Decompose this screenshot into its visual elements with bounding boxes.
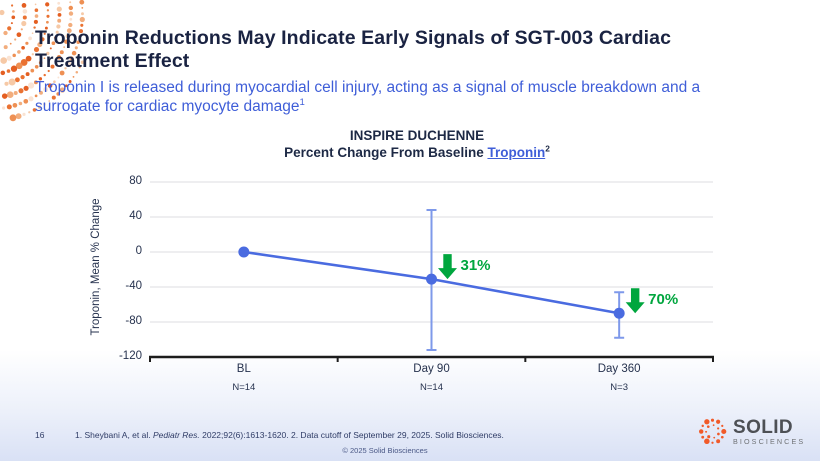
- chart-title-prefix: Percent Change From Baseline: [284, 145, 488, 160]
- copyright: © 2025 Solid Biosciences: [342, 446, 428, 455]
- page-title-line2: Treatment Effect: [35, 49, 190, 72]
- page-title: Troponin Reductions May Indicate Early S…: [35, 27, 735, 72]
- x-category-label: Day 360: [597, 363, 641, 375]
- chart-title-footnote-marker: 2: [545, 143, 550, 154]
- n-count-label: N=14: [420, 382, 443, 393]
- logo-name: SOLID: [733, 416, 794, 438]
- x-category-label: Day 90: [413, 363, 450, 375]
- citation-part2: 2022;92(6):1613-1620. 2. Data cutoff of …: [199, 430, 504, 440]
- chart-title-line2: Percent Change From Baseline Troponin2: [134, 144, 700, 161]
- data-point: [238, 246, 250, 258]
- chart-title-line1: INSPIRE DUCHENNE: [349, 128, 485, 143]
- y-tick-label: -40: [125, 280, 142, 292]
- bottom-gradient-decoration: [0, 350, 820, 461]
- n-count-label: N=3: [610, 382, 628, 393]
- y-tick-label: 0: [135, 245, 142, 257]
- annotation-percent-label: 70%: [648, 291, 679, 309]
- header: Troponin Reductions May Indicate Early S…: [35, 27, 735, 116]
- decrease-arrow-icon: [438, 254, 457, 280]
- annotation-percent-label: 31%: [460, 257, 491, 275]
- page-title-line1: Troponin Reductions May Indicate Early S…: [35, 27, 672, 49]
- troponin-link[interactable]: Troponin: [487, 145, 546, 160]
- chart-title: INSPIRE DUCHENNE Percent Change From Bas…: [134, 128, 700, 161]
- slide-subtitle: Troponin I is released during myocardial…: [35, 78, 735, 116]
- company-logo: SOLID BIOSCIENCES: [697, 416, 805, 447]
- y-tick-label: 80: [129, 175, 142, 187]
- n-count-label: N=14: [232, 382, 256, 393]
- y-tick-label: 40: [129, 210, 142, 222]
- logo-tagline: BIOSCIENCES: [733, 436, 806, 446]
- logo-text: SOLID BIOSCIENCES: [733, 418, 805, 446]
- data-point: [426, 273, 437, 285]
- y-tick-label: -120: [118, 350, 142, 362]
- citation-part1: 1. Sheybani A, et al.: [75, 430, 153, 440]
- page-number: 16: [35, 430, 45, 440]
- x-category-label: BL: [236, 363, 251, 375]
- subtitle-footnote-marker: 1: [299, 96, 305, 108]
- decorative-dots-icon: [0, 0, 86, 122]
- slide-subtitle-line1: Troponin I is released during myocardial…: [35, 79, 701, 96]
- decrease-arrow-icon: [625, 288, 645, 314]
- citation-journal: Pediatr Res.: [152, 430, 200, 440]
- y-tick-label: -80: [125, 315, 142, 327]
- logo-emblem-icon: [698, 418, 727, 445]
- citation: 1. Sheybani A, et al. Pediatr Res. 2022;…: [75, 430, 504, 440]
- data-point: [613, 307, 625, 319]
- slide-subtitle-line2: surrogate for cardiac myocyte damage: [35, 98, 300, 115]
